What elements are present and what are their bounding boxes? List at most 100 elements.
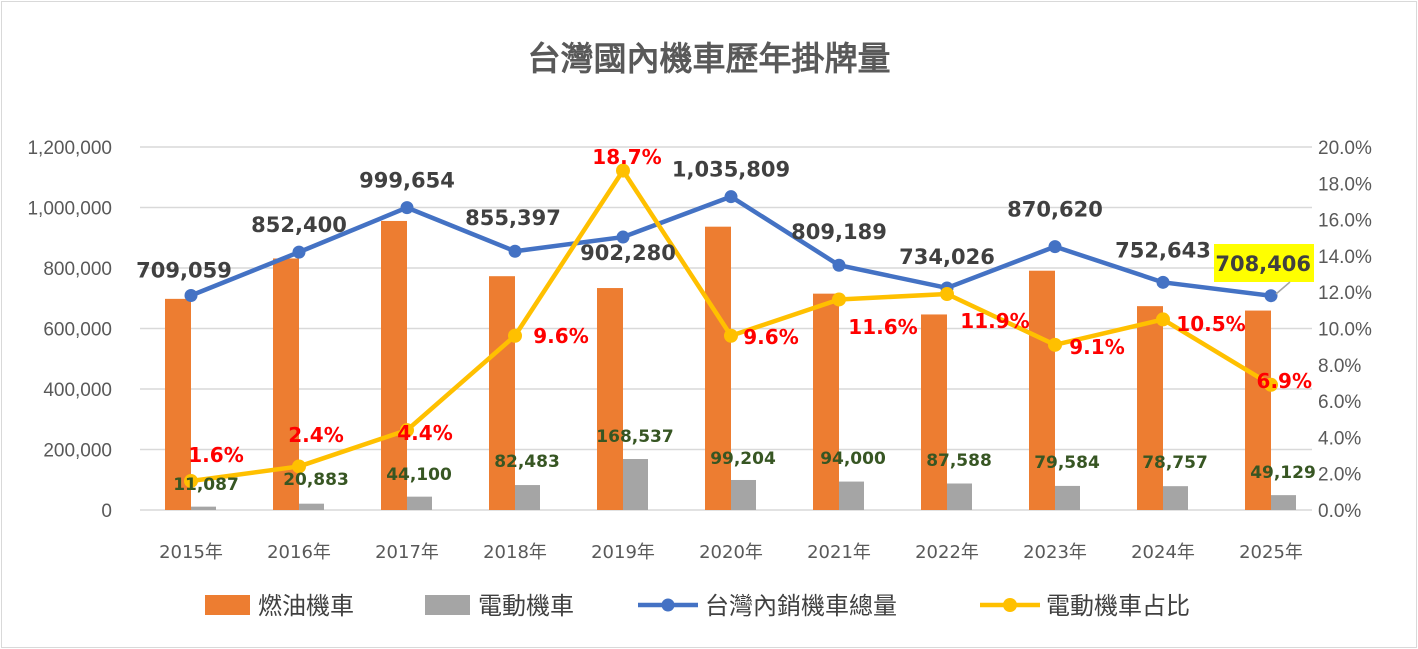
share-point <box>940 287 954 302</box>
legend-label-electric: 電動機車 <box>478 592 574 620</box>
x-tick: 2017年 <box>375 542 439 563</box>
electric-bar <box>839 481 864 510</box>
share-label: 9.6% <box>743 325 798 349</box>
total-point <box>724 190 738 204</box>
x-tick: 2021年 <box>807 542 871 563</box>
electric-bar <box>731 479 756 510</box>
legend-swatch-fuel <box>205 595 250 615</box>
y-left-tick: 600,000 <box>43 320 112 341</box>
x-tick: 2019年 <box>591 542 655 563</box>
y-left-tick: 1,000,000 <box>27 199 112 220</box>
total-point <box>508 244 522 258</box>
total-label: 870,620 <box>1007 198 1103 222</box>
electric-bar <box>623 459 648 510</box>
share-point <box>1048 337 1062 352</box>
electric-bar <box>407 496 432 510</box>
x-tick: 2023年 <box>1023 542 1087 563</box>
electric-label: 49,129 <box>1250 463 1316 483</box>
x-tick: 2016年 <box>267 542 331 563</box>
y-right-tick: 18.0% <box>1318 174 1372 195</box>
electric-label: 44,100 <box>386 465 452 485</box>
y-left-tick: 400,000 <box>43 380 112 401</box>
total-label: 855,397 <box>465 206 561 230</box>
total-point <box>184 289 198 303</box>
electric-label: 11,087 <box>173 475 239 495</box>
share-label: 10.5% <box>1176 312 1245 336</box>
electric-label: 78,757 <box>1142 453 1208 473</box>
fuel-bar <box>921 314 947 510</box>
x-tick: 2018年 <box>483 542 547 563</box>
share-label: 4.4% <box>397 421 452 445</box>
y-right-tick: 2.0% <box>1318 465 1361 486</box>
electric-label: 82,483 <box>494 452 560 472</box>
share-label: 9.1% <box>1069 335 1124 359</box>
share-point <box>400 423 414 438</box>
electric-bar <box>947 483 972 510</box>
share-point <box>508 328 522 343</box>
share-point <box>1264 377 1278 392</box>
total-label: 734,026 <box>899 245 995 269</box>
total-point <box>1048 240 1062 254</box>
share-label: 18.7% <box>592 145 661 169</box>
y-right-tick: 14.0% <box>1318 247 1372 268</box>
fuel-bar <box>489 276 515 510</box>
total-point <box>1156 275 1170 289</box>
y-right-tick: 0.0% <box>1318 501 1361 522</box>
electric-bar <box>1055 485 1080 510</box>
share-label: 11.9% <box>960 309 1029 333</box>
share-label: 11.6% <box>848 315 917 339</box>
total-point <box>1264 289 1278 303</box>
total-label: 1,035,809 <box>672 158 790 182</box>
legend-swatch-electric <box>425 595 470 615</box>
total-label: 809,189 <box>791 220 887 244</box>
fuel-bar <box>1029 270 1055 510</box>
x-tick: 2020年 <box>699 542 763 563</box>
highlight-box <box>1214 244 1314 282</box>
share-point <box>616 163 630 178</box>
electric-label: 168,537 <box>596 427 673 447</box>
electric-label: 94,000 <box>820 449 886 469</box>
electric-bar <box>515 485 540 510</box>
chart-title: 台灣國內機車歷年掛牌量 <box>528 39 891 78</box>
share-point <box>724 328 738 343</box>
y-left-tick: 200,000 <box>43 441 112 462</box>
share-point <box>292 459 306 474</box>
legend-marker-total <box>661 598 675 612</box>
y-right-tick: 16.0% <box>1318 211 1372 232</box>
fuel-bar <box>705 226 731 510</box>
y-right-tick: 10.0% <box>1318 320 1372 341</box>
total-point <box>292 245 306 259</box>
y-right-tick: 12.0% <box>1318 283 1372 304</box>
share-label: 1.6% <box>188 443 243 467</box>
share-label: 9.6% <box>533 324 588 348</box>
total-label: 902,280 <box>580 241 676 265</box>
electric-bar <box>1163 486 1188 510</box>
electric-label: 99,204 <box>710 449 776 469</box>
legend-marker-share <box>1003 598 1017 612</box>
share-point <box>832 292 846 307</box>
y-right-tick: 4.0% <box>1318 428 1361 449</box>
y-left-tick: 0 <box>101 501 112 522</box>
y-right-tick: 20.0% <box>1318 138 1372 159</box>
fuel-bar <box>381 220 407 510</box>
total-point <box>832 258 846 272</box>
y-right-tick: 6.0% <box>1318 392 1361 413</box>
fuel-bar <box>165 298 191 510</box>
total-label: 852,400 <box>251 213 347 237</box>
total-point <box>400 201 414 215</box>
x-tick: 2015年 <box>159 542 223 563</box>
share-label: 2.4% <box>288 423 343 447</box>
electric-bar <box>299 503 324 510</box>
share-point <box>1156 312 1170 327</box>
total-point <box>616 230 630 244</box>
legend-label-total: 台灣內銷機車總量 <box>705 592 897 620</box>
x-tick: 2024年 <box>1131 542 1195 563</box>
x-tick: 2022年 <box>915 542 979 563</box>
y-right-tick: 8.0% <box>1318 356 1361 377</box>
legend-label-fuel: 燃油機車 <box>258 592 354 620</box>
fuel-bar <box>597 288 623 510</box>
y-left-tick: 800,000 <box>43 259 112 280</box>
legend-label-share: 電動機車占比 <box>1046 592 1190 620</box>
